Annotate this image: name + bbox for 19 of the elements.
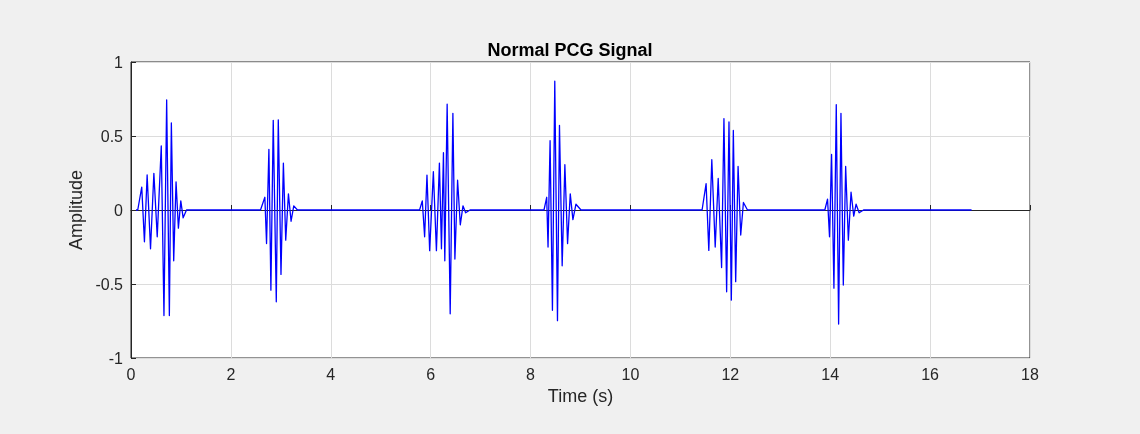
x-tick-label: 10 xyxy=(621,365,640,383)
x-tick-label: 6 xyxy=(426,365,436,383)
y-tick-label: 0.5 xyxy=(100,127,124,145)
chart-title: Normal PCG Signal xyxy=(487,40,653,60)
x-tick-label: 16 xyxy=(921,365,940,383)
x-tick-label: 8 xyxy=(526,365,536,383)
x-tick-label: 2 xyxy=(226,365,236,383)
x-tick-label: 4 xyxy=(326,365,336,383)
x-axis-title: Time (s) xyxy=(547,385,614,406)
y-tick-label: -1 xyxy=(108,349,124,367)
x-tick-label: 18 xyxy=(1021,365,1039,383)
x-tick-label: 0 xyxy=(126,365,136,383)
y-tick-label: 0 xyxy=(114,201,124,219)
y-tick-label: 1 xyxy=(114,53,124,71)
line-series xyxy=(135,80,973,325)
y-tick-label: -0.5 xyxy=(95,275,124,293)
x-tick-label: 14 xyxy=(821,365,840,383)
x-tick-label: 12 xyxy=(721,365,740,383)
y-axis-title: Amplitude xyxy=(65,169,86,251)
